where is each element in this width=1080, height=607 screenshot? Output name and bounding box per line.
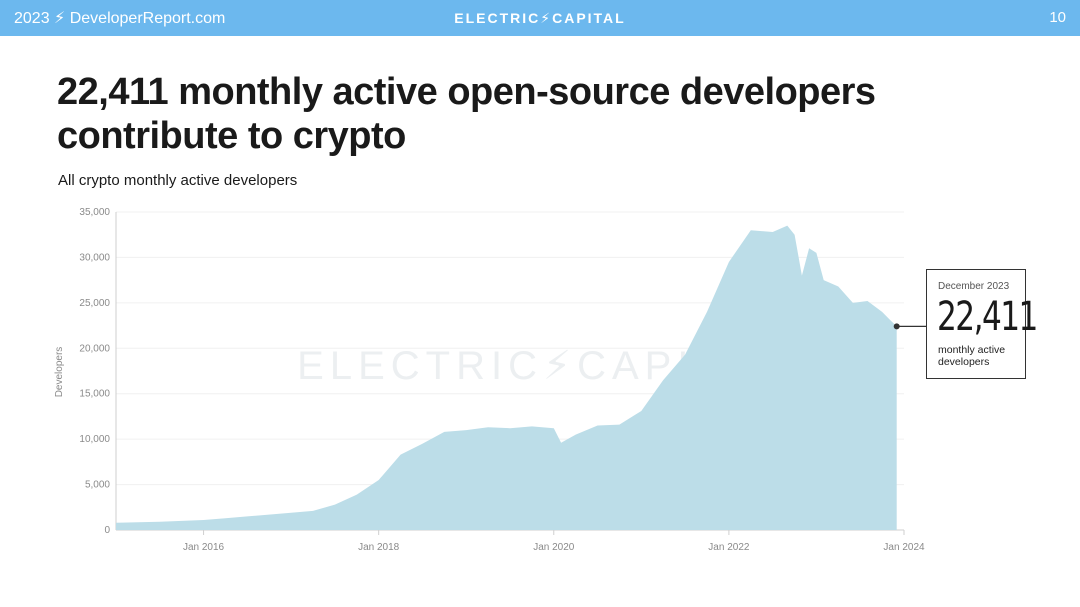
slide-title-line-1: 22,411 monthly active open-source develo…: [57, 71, 876, 113]
y-tick-label: 5,000: [85, 480, 110, 491]
y-tick-label: 10,000: [79, 434, 110, 445]
x-axis-ticks: Jan 2016 Jan 2018 Jan 2020 Jan 2022 Jan 2024: [183, 530, 925, 553]
x-tick-label: Jan 2024: [883, 542, 925, 553]
callout-box: December 2023 22,411 monthly active deve…: [926, 269, 1038, 379]
y-tick-label: 35,000: [79, 207, 110, 218]
slide-title: 22,411 monthly active open-source develo…: [57, 70, 957, 158]
y-axis-ticks: 0 5,000 10,000 15,000 20,000 25,000 30,000 35,0…: [79, 207, 110, 536]
callout-description: monthly active developers: [938, 344, 1006, 368]
callout-marker: [893, 323, 900, 330]
callout-month: December 2023: [938, 281, 1010, 292]
callout-value: 22,411: [937, 294, 1038, 340]
chart-title: All crypto monthly active developers: [58, 172, 298, 189]
brand-logo: ELECTRIC⚡CAPITAL: [454, 10, 626, 26]
report-site-link[interactable]: 2023 ⚡ DeveloperReport.com: [14, 10, 226, 27]
y-tick-label: 0: [104, 525, 110, 536]
y-axis-label: Developers: [54, 347, 65, 398]
x-tick-label: Jan 2020: [533, 542, 575, 553]
y-tick-label: 25,000: [79, 298, 110, 309]
header-bar: 2023 ⚡ DeveloperReport.com ELECTRIC⚡CAPI…: [0, 0, 1080, 36]
x-tick-label: Jan 2016: [183, 542, 225, 553]
area-series-developers: [116, 225, 897, 530]
y-tick-label: 15,000: [79, 389, 110, 400]
x-tick-label: Jan 2018: [358, 542, 400, 553]
slide-title-line-2: contribute to crypto: [57, 115, 406, 157]
area-chart: ELECTRIC⚡CAPITAL 05,00010,00015,00020,00…: [54, 207, 926, 553]
y-tick-label: 30,000: [79, 252, 110, 263]
y-tick-label: 20,000: [79, 343, 110, 354]
page-number: 10: [1049, 9, 1066, 26]
x-tick-label: Jan 2022: [708, 542, 750, 553]
